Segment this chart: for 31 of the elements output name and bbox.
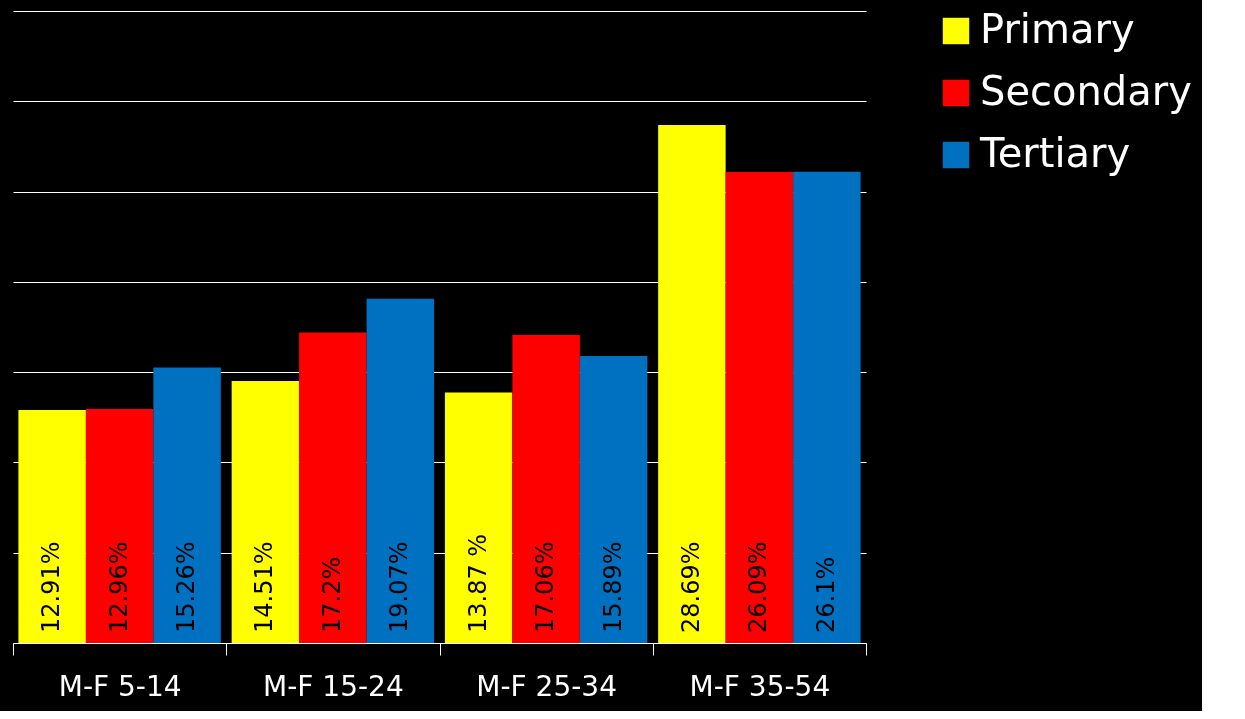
legend-label: Tertiary <box>979 130 1131 176</box>
data-label: 17.06% <box>531 541 560 633</box>
x-tick-label: M-F 25-34 <box>476 669 617 703</box>
bar <box>512 334 580 643</box>
bar <box>153 367 221 643</box>
data-label: 26.09% <box>744 541 773 633</box>
bar <box>658 124 726 643</box>
data-label: 14.51% <box>250 541 279 633</box>
data-label: 15.89% <box>598 541 627 633</box>
data-label: 12.91% <box>37 541 66 633</box>
data-label: 17.2% <box>317 556 346 633</box>
data-label: 15.26% <box>172 541 201 633</box>
bar <box>231 380 300 643</box>
bar <box>366 298 435 643</box>
legend-label: Primary <box>980 6 1135 52</box>
data-label: 28.69% <box>676 541 705 633</box>
data-label: 13.87 % <box>463 533 492 633</box>
bar <box>793 171 861 643</box>
x-tick-label: M-F 5-14 <box>58 669 182 703</box>
bar <box>579 356 648 643</box>
bar <box>18 409 86 643</box>
data-label: 12.96% <box>104 541 133 633</box>
x-tick-label: M-F 15-24 <box>263 669 404 703</box>
data-label: 26.1% <box>811 556 840 633</box>
x-tick-label: M-F 35-54 <box>689 669 831 703</box>
legend-label: Secondary <box>980 68 1192 114</box>
bar <box>725 171 794 643</box>
bar <box>85 408 154 643</box>
bar <box>299 332 367 643</box>
data-label: 19.07% <box>385 541 414 633</box>
bar <box>444 392 513 643</box>
